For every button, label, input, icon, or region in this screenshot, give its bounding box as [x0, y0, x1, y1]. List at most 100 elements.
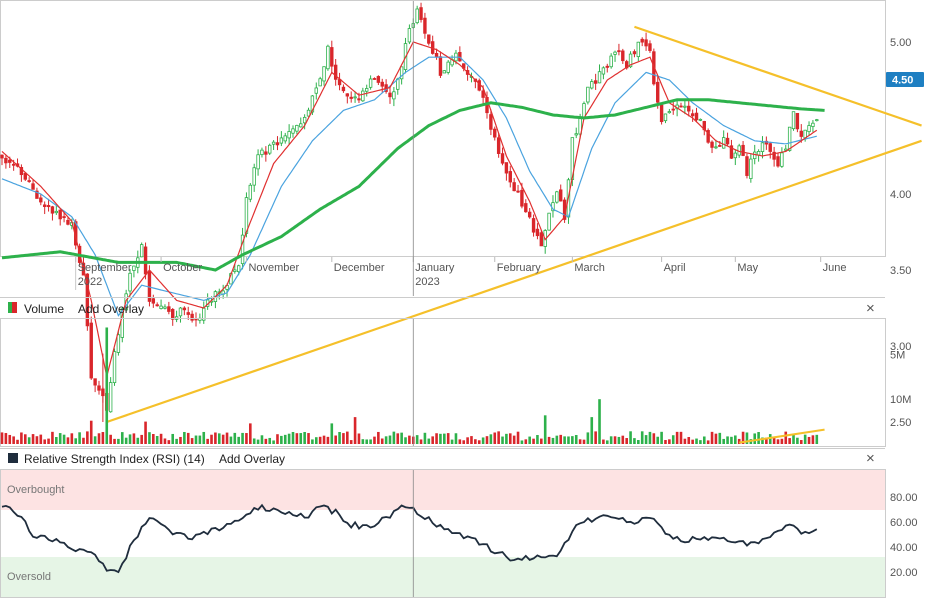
candle-body [295, 124, 299, 132]
volume-bar [198, 435, 202, 444]
volume-bar [136, 437, 140, 444]
volume-bar [194, 435, 198, 444]
volume-bar [660, 431, 663, 444]
candle-body [283, 135, 287, 142]
candle-body [256, 154, 260, 170]
rsi-icon [8, 453, 18, 463]
volume-close-button[interactable]: × [866, 300, 875, 317]
oversold-label: Oversold [7, 571, 51, 583]
candle-body [233, 269, 237, 272]
volume-bar [23, 434, 27, 444]
candle-body [632, 51, 637, 55]
candle-body [155, 304, 159, 307]
volume-bar [152, 434, 155, 444]
candle-body [357, 98, 361, 101]
volume-bar [43, 439, 46, 444]
candle-body [609, 55, 613, 68]
candle-body [586, 86, 590, 103]
month-label: September [78, 262, 132, 274]
candle-body [582, 103, 586, 118]
volume-add-overlay-link[interactable]: Add Overlay [78, 302, 144, 316]
rsi-y-tick: 80.00 [890, 492, 918, 504]
volume-bar [217, 433, 221, 444]
candle-body [392, 91, 396, 100]
volume-bar [516, 431, 520, 444]
volume-bar [613, 436, 617, 444]
volume-bar [105, 327, 109, 444]
volume-bar [508, 433, 512, 444]
volume-bar [431, 436, 434, 444]
candle-body [590, 81, 594, 89]
candle-body [559, 189, 563, 202]
candle-body [776, 156, 780, 167]
candle-body [694, 112, 699, 121]
volume-bar [699, 440, 702, 444]
candle-body [11, 163, 16, 166]
candle-body [353, 96, 357, 99]
candle-body [555, 191, 559, 203]
candle-body [268, 144, 272, 154]
candle-body [365, 88, 369, 92]
candle-body [349, 96, 353, 99]
volume-bar [567, 436, 570, 444]
volume-bar [51, 431, 54, 444]
volume-bar [175, 438, 178, 444]
volume-bar [109, 434, 112, 444]
volume-bar [741, 431, 745, 444]
candle-body [687, 105, 691, 112]
volume-bar [683, 438, 687, 444]
candle-body [671, 108, 675, 111]
candle-body [143, 246, 148, 275]
volume-bar [772, 436, 776, 444]
volume-bar [0, 432, 4, 444]
candle-body [318, 78, 322, 87]
volume-bar [249, 423, 252, 444]
volume-bar [675, 431, 679, 444]
volume-bar [283, 434, 287, 444]
volume-bar [210, 434, 213, 444]
month-label: April [664, 262, 686, 274]
rsi-y-tick: 20.00 [890, 567, 918, 579]
volume-bar [365, 439, 369, 444]
volume-bar [477, 440, 481, 444]
volume-bar [493, 432, 497, 444]
oversold-zone [1, 557, 885, 597]
volume-bar [128, 434, 132, 444]
volume-bar [652, 433, 656, 444]
volume-bar [404, 437, 407, 444]
candle-body [190, 313, 194, 321]
candle-body [745, 156, 749, 176]
rsi-close-button[interactable]: × [866, 450, 875, 467]
month-label: May [737, 262, 758, 274]
candle-body [31, 183, 35, 190]
candle-body [516, 190, 520, 193]
volume-bar [101, 432, 105, 444]
year-separators [75, 1, 414, 597]
volume-bar [547, 436, 551, 444]
volume-bars [0, 327, 825, 444]
volume-bar [423, 432, 427, 444]
candle-body [815, 119, 819, 122]
volume-bar [183, 431, 186, 444]
month-label: December [334, 262, 385, 274]
volume-bar [334, 435, 337, 444]
volume-bar [349, 440, 353, 444]
overbought-zone [1, 470, 885, 510]
volume-bar [644, 435, 648, 444]
candle-body [46, 205, 51, 208]
volume-bar [737, 438, 741, 444]
rsi-y-tick: 60.00 [890, 517, 918, 529]
volume-bar [74, 438, 78, 444]
volume-bar [714, 433, 718, 444]
month-label: November [248, 262, 299, 274]
rsi-add-overlay-link[interactable]: Add Overlay [219, 452, 285, 466]
volume-bar [796, 437, 799, 444]
candle-body [721, 137, 726, 149]
volume-bar [543, 415, 547, 444]
candle-body [407, 28, 412, 43]
candle-body [601, 67, 606, 75]
candle-body [710, 141, 714, 148]
volume-bar [66, 437, 70, 444]
candle-body [690, 113, 695, 117]
candle-body [605, 65, 609, 68]
